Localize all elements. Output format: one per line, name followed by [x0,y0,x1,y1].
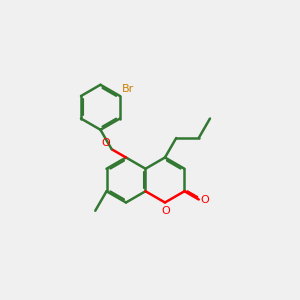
Text: O: O [200,195,209,205]
Text: O: O [102,138,110,148]
Text: O: O [161,206,170,216]
Text: Br: Br [122,84,134,94]
